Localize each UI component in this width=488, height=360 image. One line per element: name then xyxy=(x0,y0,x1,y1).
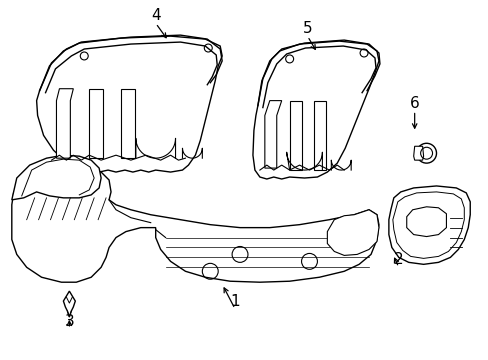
Polygon shape xyxy=(289,100,301,170)
Polygon shape xyxy=(121,89,135,158)
Polygon shape xyxy=(326,210,378,255)
Polygon shape xyxy=(314,100,325,170)
Polygon shape xyxy=(264,100,281,168)
Text: 5: 5 xyxy=(302,21,312,36)
Polygon shape xyxy=(63,291,75,317)
Text: 2: 2 xyxy=(393,252,403,267)
Polygon shape xyxy=(56,89,73,158)
Polygon shape xyxy=(12,155,101,200)
Polygon shape xyxy=(392,192,463,258)
Polygon shape xyxy=(406,207,446,237)
Circle shape xyxy=(416,143,436,163)
Polygon shape xyxy=(388,186,469,264)
Text: 3: 3 xyxy=(64,314,74,329)
Text: 4: 4 xyxy=(151,8,160,23)
Polygon shape xyxy=(252,41,378,179)
Polygon shape xyxy=(413,146,423,160)
Polygon shape xyxy=(12,168,378,282)
Polygon shape xyxy=(89,89,103,158)
Text: 6: 6 xyxy=(409,95,419,111)
Text: 1: 1 xyxy=(230,294,240,309)
Polygon shape xyxy=(37,36,222,172)
